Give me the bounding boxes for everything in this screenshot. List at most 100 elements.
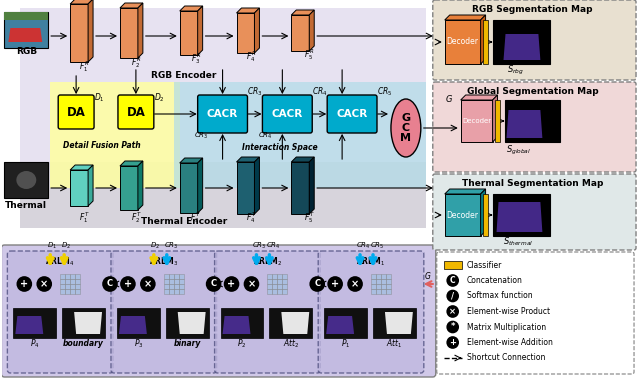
Text: C: C [314, 279, 320, 288]
Polygon shape [237, 157, 259, 162]
Text: $D_2$: $D_2$ [154, 92, 164, 104]
Text: C: C [211, 279, 217, 288]
Text: $D_2$: $D_2$ [150, 241, 160, 251]
Text: ×: × [144, 279, 152, 289]
FancyBboxPatch shape [8, 251, 113, 373]
Bar [371, 284, 376, 289]
Bar [268, 289, 273, 294]
Text: $CR_4$: $CR_4$ [312, 85, 328, 98]
Bar [169, 289, 173, 294]
Text: ×: × [248, 279, 255, 289]
Bar [386, 289, 391, 294]
FancyBboxPatch shape [291, 162, 309, 214]
Polygon shape [119, 316, 147, 334]
Polygon shape [88, 165, 93, 206]
Bar [169, 279, 173, 284]
Bar [65, 279, 70, 284]
Bar [70, 274, 75, 279]
Ellipse shape [391, 99, 421, 157]
Polygon shape [20, 162, 426, 228]
Bar [386, 284, 391, 289]
Bar [282, 289, 287, 294]
Text: $CR_3$: $CR_3$ [194, 131, 208, 141]
Bar [268, 284, 273, 289]
Bar [173, 289, 179, 294]
Circle shape [447, 306, 458, 317]
Text: $Att_1$: $Att_1$ [386, 338, 403, 350]
Bar [60, 284, 65, 289]
Text: +: + [124, 279, 132, 289]
Bar [371, 274, 376, 279]
FancyBboxPatch shape [318, 251, 424, 373]
Bar [4, 12, 48, 48]
Bar [75, 279, 80, 284]
Bar [13, 308, 56, 338]
Text: C: C [107, 279, 113, 288]
Text: $P_3$: $P_3$ [134, 338, 143, 350]
Bar [371, 289, 376, 294]
Text: RGB: RGB [16, 48, 37, 56]
Bar [60, 289, 65, 294]
FancyBboxPatch shape [70, 4, 88, 62]
Polygon shape [481, 15, 486, 64]
Bar [179, 284, 184, 289]
Polygon shape [178, 312, 205, 334]
Bar [166, 308, 209, 338]
Text: ×: × [351, 279, 359, 289]
Text: $D_1$: $D_1$ [47, 241, 57, 251]
Text: ×: × [40, 279, 48, 289]
Bar [386, 274, 391, 279]
Bar [169, 274, 173, 279]
FancyBboxPatch shape [70, 170, 88, 206]
Text: $CR_5$: $CR_5$ [370, 241, 385, 251]
Text: Element-wise Addition: Element-wise Addition [467, 338, 552, 347]
Bar [117, 308, 160, 338]
Circle shape [103, 277, 117, 291]
Text: $P_4$: $P_4$ [30, 338, 40, 350]
Polygon shape [198, 158, 203, 213]
Polygon shape [70, 0, 93, 4]
Bar [376, 284, 381, 289]
Text: Detail Fusion Path: Detail Fusion Path [63, 141, 141, 150]
Polygon shape [180, 158, 203, 163]
Polygon shape [385, 312, 413, 334]
Bar [164, 274, 169, 279]
FancyBboxPatch shape [433, 0, 636, 80]
FancyBboxPatch shape [433, 82, 636, 172]
Bar [495, 100, 500, 142]
Text: $P_1$: $P_1$ [341, 338, 350, 350]
Bar [268, 279, 273, 284]
Bar [381, 274, 386, 279]
Text: $CR_4$: $CR_4$ [266, 241, 281, 251]
FancyBboxPatch shape [198, 95, 248, 133]
Bar [169, 284, 173, 289]
Text: CACR: CACR [207, 109, 238, 119]
Bar [65, 274, 70, 279]
Text: RGB Segmentation Map: RGB Segmentation Map [472, 6, 593, 14]
Bar [282, 284, 287, 289]
Text: ARLM$_4$: ARLM$_4$ [45, 256, 75, 268]
Polygon shape [88, 0, 93, 62]
Text: G: G [445, 96, 452, 104]
Text: ARLM$_3$: ARLM$_3$ [149, 256, 179, 268]
Circle shape [17, 277, 31, 291]
FancyBboxPatch shape [262, 95, 312, 133]
Text: +: + [331, 279, 339, 289]
Polygon shape [504, 34, 540, 60]
Bar [381, 289, 386, 294]
FancyBboxPatch shape [120, 166, 138, 210]
Polygon shape [50, 82, 180, 188]
Text: $S_{global}$: $S_{global}$ [506, 143, 531, 156]
Bar [60, 279, 65, 284]
Bar [277, 279, 282, 284]
Text: $CR_3$: $CR_3$ [164, 241, 179, 251]
Text: binary: binary [173, 339, 201, 349]
FancyBboxPatch shape [461, 100, 493, 142]
Bar [70, 284, 75, 289]
Polygon shape [173, 82, 426, 188]
Bar [273, 274, 277, 279]
Text: Shortcut Connection: Shortcut Connection [467, 353, 545, 363]
Polygon shape [20, 8, 426, 228]
Text: *: * [451, 322, 455, 332]
Polygon shape [120, 3, 143, 8]
